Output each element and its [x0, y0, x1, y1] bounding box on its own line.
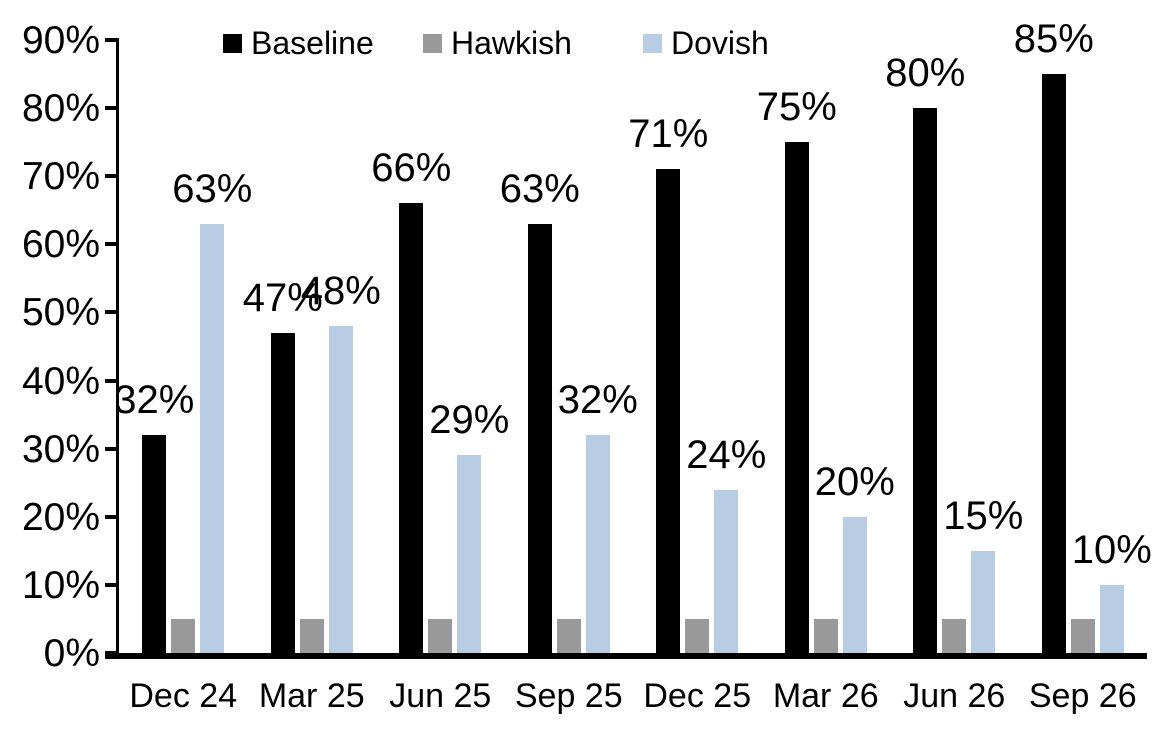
bar-value-label: 32% — [557, 378, 638, 422]
bar-baseline: 63% — [500, 169, 580, 653]
y-tick-mark — [105, 514, 119, 519]
bar-baseline: 80% — [885, 53, 965, 653]
y-tick-mark — [105, 310, 119, 315]
bar-baseline: 85% — [1014, 19, 1094, 653]
bar-value-label: 20% — [814, 460, 895, 504]
bar-hawkish — [1070, 619, 1095, 653]
y-tick-label: 20% — [21, 495, 100, 539]
bar-group: 75% 20% — [757, 40, 895, 653]
bar-hawkish — [942, 619, 967, 653]
y-tick-mark — [105, 106, 119, 111]
bar-value-label: 71% — [628, 112, 709, 156]
bar-hawkish — [685, 619, 710, 653]
y-tick-label: 90% — [21, 19, 100, 62]
bar-dovish: 15% — [943, 496, 1023, 653]
y-tick-label: 80% — [21, 87, 100, 131]
legend-swatch-hawkish-icon — [423, 33, 442, 53]
x-axis-label: Mar 25 — [258, 677, 365, 715]
y-tick-mark — [105, 242, 119, 247]
bar-hawkish — [813, 619, 838, 653]
bar-value-label: 66% — [371, 146, 452, 190]
bar-dovish: 48% — [301, 271, 381, 653]
y-axis-line — [116, 40, 119, 658]
legend-swatch-baseline-icon — [223, 33, 242, 53]
bar-dovish: 32% — [558, 380, 638, 653]
bar-hawkish — [171, 619, 196, 653]
x-axis-line — [105, 653, 1147, 659]
bar-dovish: 29% — [429, 400, 509, 653]
bar-value-label: 85% — [1013, 17, 1094, 61]
y-tick-mark — [105, 582, 119, 587]
y-tick-mark — [105, 378, 119, 383]
bar-value-label: 32% — [114, 378, 195, 422]
x-axis-label: Mar 26 — [772, 677, 879, 715]
y-tick-label: 10% — [21, 563, 100, 607]
bar-value-label: 75% — [756, 85, 837, 129]
bar-value-label: 63% — [172, 167, 253, 211]
y-tick-label: 50% — [21, 291, 100, 335]
bar-value-label: 29% — [429, 398, 510, 442]
y-tick-mark — [105, 38, 119, 42]
bar-dovish: 24% — [686, 435, 766, 653]
y-tick-label: 30% — [21, 427, 100, 471]
bar-value-label: 10% — [1071, 528, 1152, 572]
legend-swatch-dovish-icon — [643, 33, 662, 53]
legend-label: Baseline — [251, 25, 374, 61]
bar-value-label: 80% — [885, 51, 966, 95]
bar-dovish: 20% — [815, 462, 895, 653]
bar-group: 66% 29% — [371, 40, 509, 653]
bar-group: 71% 24% — [628, 40, 766, 653]
bar-value-label: 48% — [300, 269, 381, 313]
legend-item-dovish: Dovish — [643, 24, 769, 62]
bar-group: 80% 15% — [885, 40, 1023, 653]
bar-hawkish — [428, 619, 453, 653]
y-tick-label: 40% — [21, 359, 100, 403]
bar-baseline: 75% — [757, 87, 837, 653]
bar-group: 63% 32% — [500, 40, 638, 653]
legend-item-hawkish: Hawkish — [423, 24, 572, 62]
x-axis-label: Sep 26 — [1028, 677, 1137, 715]
bar-dovish: 63% — [172, 169, 252, 653]
x-axis-label: Dec 25 — [643, 677, 752, 715]
bar-value-label: 47% — [242, 276, 323, 320]
legend-label: Dovish — [671, 25, 769, 61]
bar-group: 32% 63% — [114, 40, 252, 653]
bar-group: 85% 10% — [1014, 19, 1152, 653]
bar-baseline: 66% — [371, 148, 451, 653]
x-axis-label: Jun 25 — [389, 677, 492, 715]
y-tick-label: 0% — [43, 632, 100, 675]
bar-value-label: 63% — [499, 167, 580, 211]
legend-label: Hawkish — [451, 25, 572, 61]
bar-hawkish — [299, 619, 324, 653]
x-axis-label: Jun 26 — [903, 677, 1006, 715]
bar-dovish: 10% — [1072, 530, 1152, 653]
y-tick-label: 70% — [21, 155, 100, 199]
bar-value-label: 24% — [686, 433, 767, 477]
legend-item-baseline: Baseline — [223, 24, 374, 62]
bar-group: 47% 48% — [243, 40, 381, 653]
bar-baseline: 71% — [628, 114, 708, 653]
y-tick-mark — [105, 174, 119, 179]
y-tick-mark — [105, 446, 119, 451]
bar-value-label: 15% — [943, 494, 1024, 538]
x-axis-label: Dec 24 — [129, 677, 238, 715]
y-tick-label: 60% — [21, 223, 100, 267]
bar-baseline: 32% — [114, 380, 194, 653]
x-axis-label: Sep 25 — [514, 677, 623, 715]
bar-hawkish — [556, 619, 581, 653]
bar-baseline: 47% — [243, 278, 323, 653]
